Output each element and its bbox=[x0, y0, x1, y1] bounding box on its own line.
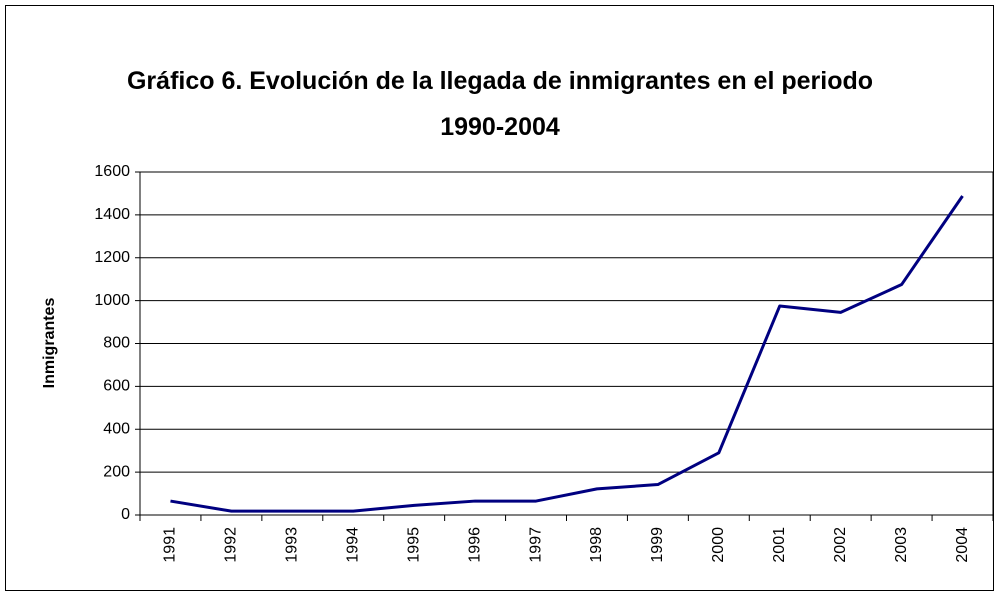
y-tick-label: 1000 bbox=[94, 292, 130, 309]
x-tick-label: 2002 bbox=[832, 527, 849, 563]
chart-title: Gráfico 6. Evolución de la llegada de in… bbox=[126, 67, 874, 141]
y-tick-label: 1400 bbox=[94, 206, 130, 223]
x-tick-label: 1992 bbox=[223, 527, 240, 563]
x-tick-label: 1998 bbox=[588, 527, 605, 563]
x-tick-label: 1999 bbox=[649, 527, 666, 563]
y-tick-label: 600 bbox=[103, 378, 130, 395]
y-tick-label: 0 bbox=[121, 506, 130, 523]
x-tick-label: 1997 bbox=[527, 527, 544, 563]
x-tick-label: 2003 bbox=[893, 527, 910, 563]
x-tick-label: 1993 bbox=[284, 527, 301, 563]
x-tick-label: 1996 bbox=[466, 527, 483, 563]
y-tick-label: 200 bbox=[103, 463, 130, 480]
x-tick-label: 1994 bbox=[344, 527, 361, 563]
x-tick-label: 2001 bbox=[771, 527, 788, 563]
x-tick-label: 1995 bbox=[405, 527, 422, 563]
x-tick-label: 2000 bbox=[710, 527, 727, 563]
y-tick-label: 1200 bbox=[94, 249, 130, 266]
y-axis-label: Inmigrantes bbox=[41, 298, 58, 389]
y-tick-label: 800 bbox=[103, 335, 130, 352]
x-tick-label: 1991 bbox=[162, 527, 179, 563]
y-tick-label: 400 bbox=[103, 420, 130, 437]
data-line bbox=[170, 195, 964, 513]
x-tick-label: 2004 bbox=[954, 527, 971, 563]
y-tick-label: 1600 bbox=[94, 163, 130, 180]
